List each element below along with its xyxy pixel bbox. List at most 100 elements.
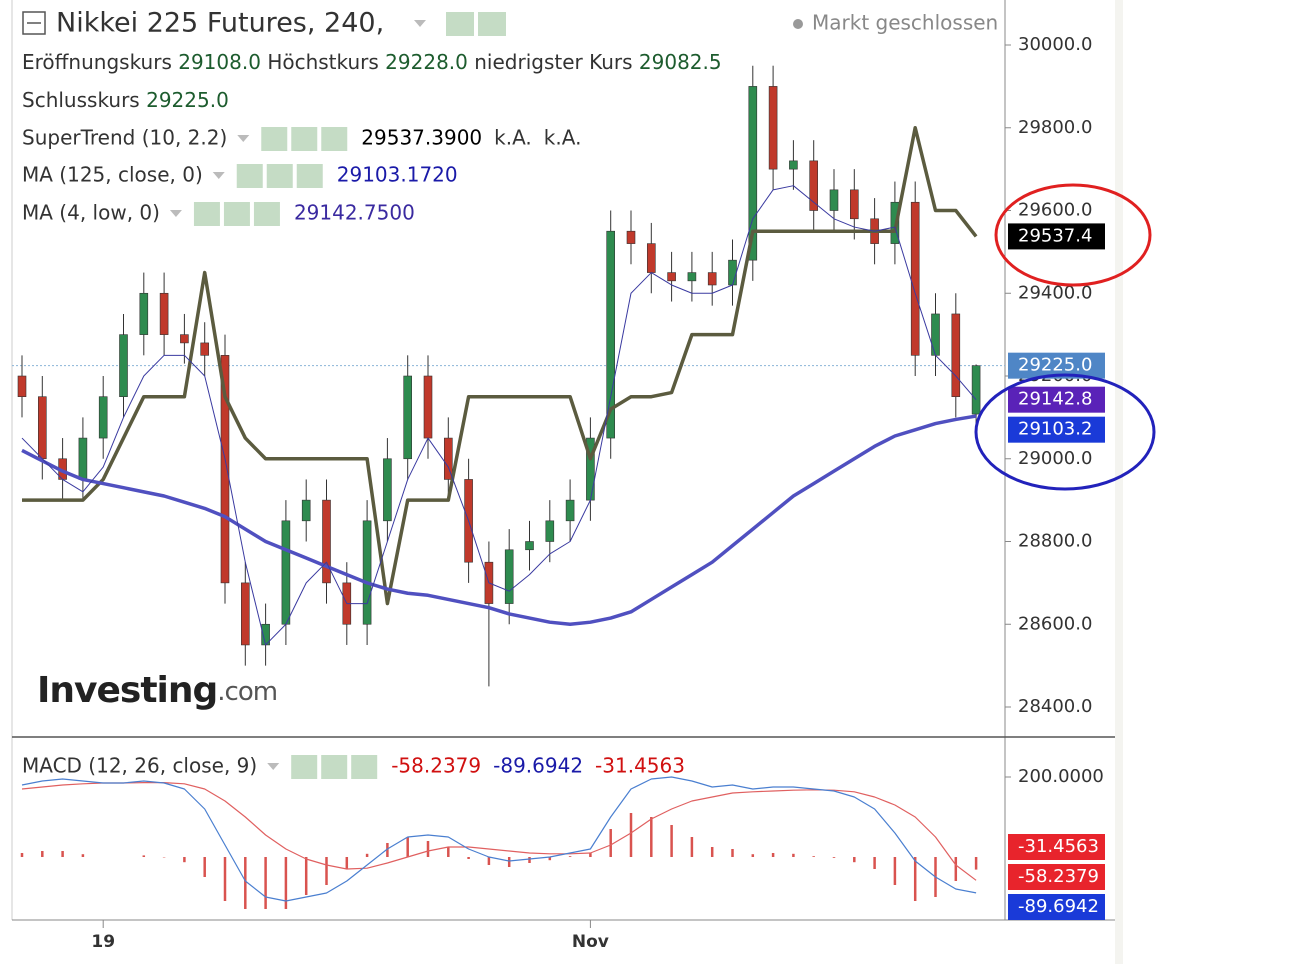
- candle-body: [362, 520, 372, 625]
- candle-body: [707, 272, 717, 286]
- candle-body: [687, 272, 697, 282]
- line-series: [21, 185, 977, 646]
- candle-body: [159, 292, 169, 335]
- dropdown[interactable]: [212, 172, 225, 179]
- price-tag-label: 29225.0: [1018, 355, 1092, 376]
- edge: [1115, 0, 1123, 964]
- indicator-value: 29142.7500: [294, 201, 415, 225]
- candle-body: [403, 375, 413, 460]
- candle-body: [728, 259, 737, 286]
- logo: Investing.com: [37, 670, 277, 711]
- y-tick-label: 29800.0: [1018, 117, 1092, 138]
- line-series: [21, 414, 977, 627]
- dropdown[interactable]: [169, 210, 182, 217]
- candle-body: [443, 437, 453, 480]
- y-tick-label: 29000.0: [1018, 448, 1092, 469]
- candle-body: [281, 520, 291, 625]
- dropdown[interactable]: [414, 20, 426, 27]
- price-tag-label: 29537.4: [1018, 225, 1092, 246]
- indicator-name: MA (4, low, 0): [22, 201, 160, 225]
- y-tick-label: 29600.0: [1018, 200, 1092, 221]
- x-tick-label: Nov: [572, 932, 609, 952]
- candle-body: [951, 313, 961, 397]
- candle-body: [301, 499, 311, 522]
- candle-body: [667, 272, 676, 282]
- candle-body: [139, 292, 149, 335]
- eye-icon[interactable]: [291, 755, 318, 779]
- candle-body: [220, 355, 230, 584]
- y-tick-label: 28400.0: [1018, 696, 1092, 717]
- candle-body: [37, 396, 47, 460]
- candle-body: [525, 541, 534, 551]
- candle-body: [180, 334, 189, 344]
- eye-icon[interactable]: [446, 12, 474, 36]
- candle-body: [768, 86, 778, 170]
- dropdown[interactable]: [267, 763, 280, 770]
- plot: 28400.028600.028800.029000.029200.029400…: [12, 34, 1105, 952]
- remove-icon[interactable]: [351, 755, 378, 779]
- label: Schlusskurs: [22, 88, 140, 112]
- price-tag-label: -58.2379: [1018, 866, 1099, 887]
- logo-word: Investing: [37, 670, 217, 711]
- ohlc-readout: Schlusskurs 29225.0: [22, 88, 229, 112]
- settings-icon[interactable]: [478, 12, 506, 36]
- price-tag-label: -89.6942: [1018, 896, 1099, 917]
- settings-icon[interactable]: [266, 164, 293, 188]
- candle-body: [504, 549, 514, 604]
- candle-body: [423, 375, 433, 439]
- candle-body: [565, 499, 575, 522]
- eye-icon[interactable]: [236, 164, 263, 188]
- price-tag-label: 29142.8: [1018, 389, 1092, 410]
- indicator-value: k.A.: [544, 126, 582, 150]
- y-tick-label: 29400.0: [1018, 282, 1092, 303]
- candle-body: [200, 342, 209, 356]
- candle-body: [931, 313, 940, 356]
- candle-body: [241, 582, 250, 646]
- candle-body: [646, 243, 656, 273]
- candle-body: [98, 396, 108, 439]
- highlight-circle: [994, 183, 1152, 287]
- collapse-icon[interactable]: [22, 11, 46, 35]
- candle-body: [17, 375, 27, 397]
- line-series: [22, 126, 978, 606]
- y-tick-label: 30000.0: [1018, 34, 1092, 55]
- candle-body: [606, 230, 616, 439]
- price-tag: [1008, 894, 1105, 920]
- highlight-circle: [974, 373, 1156, 491]
- price-tag: [1008, 223, 1105, 250]
- value: 29228.0: [385, 50, 468, 74]
- price-tag: [1008, 834, 1105, 860]
- label: Eröffnungskurs: [22, 50, 172, 74]
- eye-icon[interactable]: [261, 127, 288, 151]
- indicator-legend: SuperTrend (10, 2.2) 29537.3900 k.A. k.A. MA…: [22, 126, 685, 779]
- y-tick-label: 28800.0: [1018, 531, 1092, 552]
- settings-icon[interactable]: [321, 755, 348, 779]
- value: 29082.5: [639, 50, 722, 74]
- x-tick-label: 19: [91, 932, 115, 952]
- chart-title: Nikkei 225 Futures, 240,: [56, 8, 384, 39]
- candle-body: [78, 437, 88, 480]
- remove-icon[interactable]: [296, 164, 323, 188]
- market-status: Markt geschlossen: [812, 11, 998, 35]
- candle-body: [910, 201, 920, 356]
- dropdown[interactable]: [237, 135, 250, 142]
- candle-body: [119, 334, 128, 397]
- candle-body: [829, 189, 839, 211]
- indicator-value: 29537.3900: [361, 126, 482, 150]
- settings-icon[interactable]: [291, 127, 318, 151]
- indicator-value: 29103.1720: [337, 163, 458, 187]
- candle-body: [626, 230, 636, 244]
- indicator-name: MACD (12, 26, close, 9): [22, 754, 257, 778]
- status-dot: [793, 19, 803, 29]
- eye-icon[interactable]: [193, 202, 220, 226]
- candle-body: [383, 458, 392, 522]
- logo-suffix: .com: [217, 677, 277, 707]
- settings-icon[interactable]: [223, 202, 250, 226]
- remove-icon[interactable]: [253, 202, 280, 226]
- candle-body: [322, 499, 331, 584]
- candle-body: [748, 86, 758, 261]
- remove-icon[interactable]: [321, 127, 348, 151]
- indicator-name: MA (125, close, 0): [22, 163, 203, 187]
- indicator-value: k.A.: [494, 126, 532, 150]
